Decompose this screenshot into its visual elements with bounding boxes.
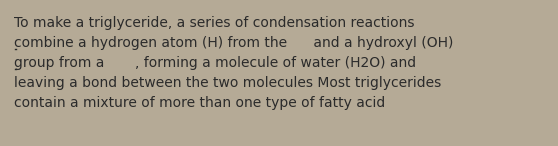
Text: contain a mixture of more than one type of fatty acid: contain a mixture of more than one type … xyxy=(14,96,385,110)
Text: To make a triglyceride, a series of condensation reactions: To make a triglyceride, a series of cond… xyxy=(14,16,415,30)
Text: group from a       , forming a molecule of water (H2O) and: group from a , forming a molecule of wat… xyxy=(14,56,416,70)
Text: combine a hydrogen atom (H) from the      and a hydroxyl (OH): combine a hydrogen atom (H) from the and… xyxy=(14,36,453,50)
Text: leaving a bond between the two molecules Most triglycerides: leaving a bond between the two molecules… xyxy=(14,76,441,90)
